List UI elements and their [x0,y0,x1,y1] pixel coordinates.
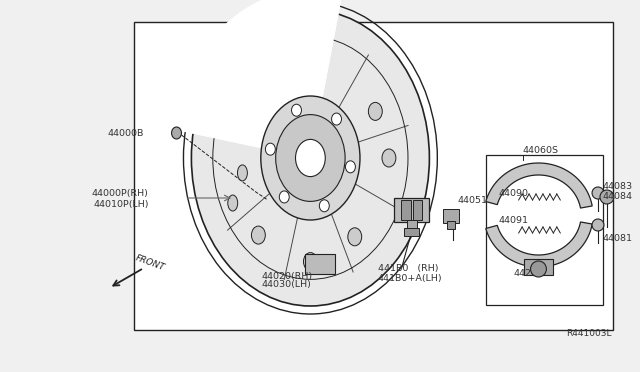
Bar [305,254,335,273]
Ellipse shape [296,140,325,177]
Text: 44091: 44091 [499,215,529,224]
Circle shape [592,219,604,231]
Text: R441003L: R441003L [566,329,612,338]
Polygon shape [173,0,342,158]
Ellipse shape [279,191,289,203]
Text: 44083: 44083 [603,182,633,190]
Text: 44030(LH): 44030(LH) [262,280,312,289]
Ellipse shape [319,200,329,212]
Ellipse shape [261,96,360,220]
Bar [444,209,459,223]
Text: 44051: 44051 [457,196,487,205]
Bar [401,200,410,220]
Ellipse shape [237,165,248,181]
Ellipse shape [348,228,362,246]
Ellipse shape [228,195,237,211]
Text: 441B0+A(LH): 441B0+A(LH) [378,273,442,282]
Bar [404,228,419,236]
Ellipse shape [369,102,382,121]
Text: 44000P(RH): 44000P(RH) [92,189,148,198]
Ellipse shape [191,10,429,306]
Circle shape [531,261,547,277]
Polygon shape [191,5,328,158]
Bar [394,198,429,222]
Ellipse shape [346,161,355,173]
Ellipse shape [292,104,301,116]
Polygon shape [486,163,592,208]
Ellipse shape [276,115,345,201]
Ellipse shape [266,143,275,155]
Bar [413,200,422,220]
Polygon shape [173,0,342,158]
Text: 44010P(LH): 44010P(LH) [93,199,148,208]
Bar [524,259,554,275]
Bar [134,22,613,330]
Text: 44084: 44084 [603,192,633,201]
Text: 44090: 44090 [499,189,529,198]
Bar [447,221,455,229]
Text: FRONT: FRONT [134,253,166,272]
Ellipse shape [172,127,182,139]
Circle shape [592,187,604,199]
Ellipse shape [382,149,396,167]
Text: 44000B: 44000B [108,128,144,138]
Ellipse shape [252,226,266,244]
Text: 44020(RH): 44020(RH) [262,272,313,280]
Text: 44200: 44200 [514,269,544,278]
Bar [406,220,417,232]
Polygon shape [486,222,592,267]
Bar [486,155,603,305]
Ellipse shape [332,113,342,125]
Text: 44081: 44081 [603,234,633,243]
Text: 441B0   (RH): 441B0 (RH) [378,263,438,273]
Ellipse shape [303,253,317,270]
Text: 44060S: 44060S [523,145,559,154]
Circle shape [600,190,614,204]
